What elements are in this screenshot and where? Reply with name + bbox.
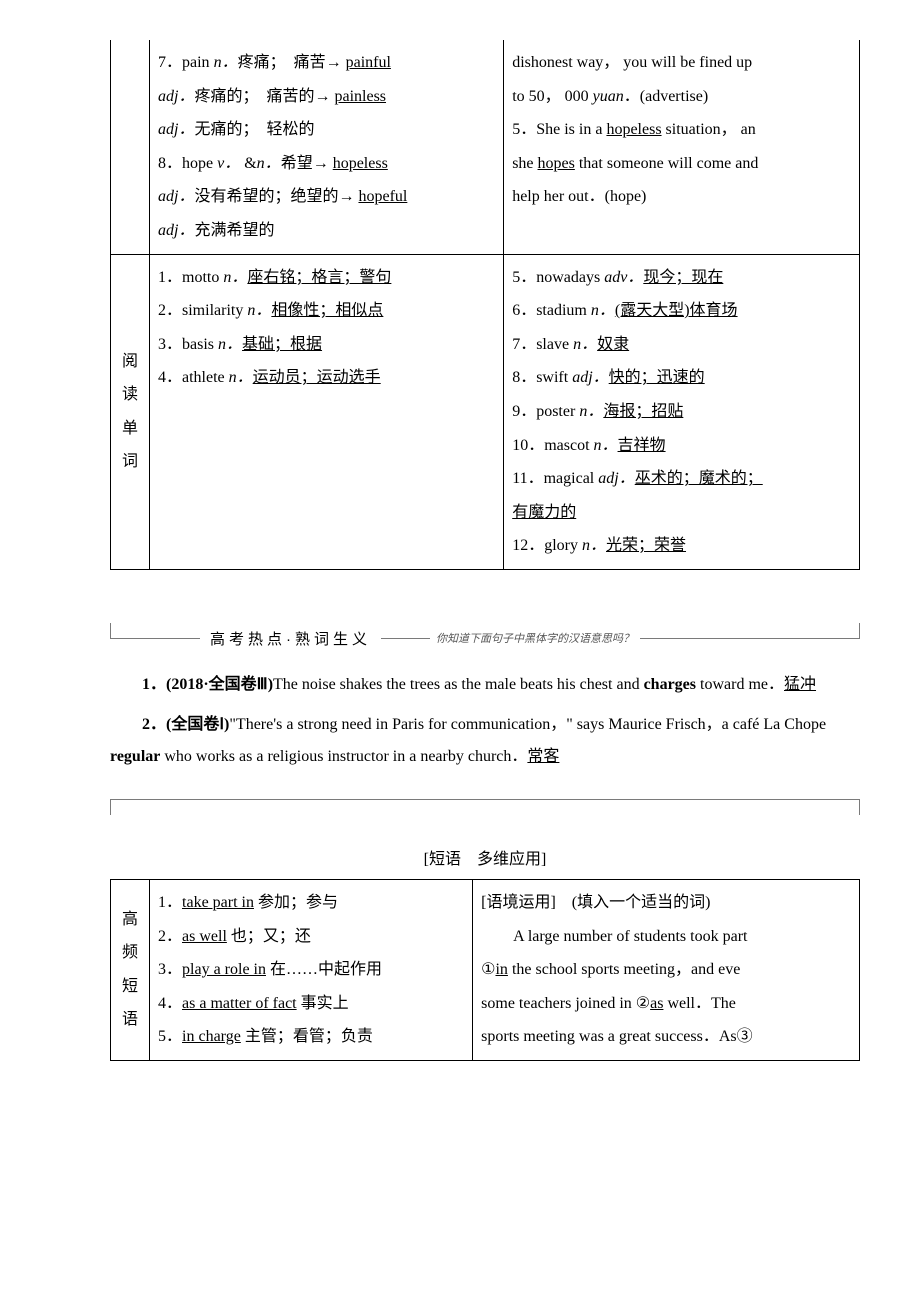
phrase-table: 高频短语 1．take part in 参加；参与2．as well 也；又；还… (110, 879, 860, 1061)
phrase-col2: [语境运用] (填入一个适当的词) A large number of stud… (473, 879, 860, 1060)
banner-title: 高考热点·熟词生义 (200, 628, 381, 649)
example-sentence-1: 1．(2018·全国卷Ⅲ)The noise shakes the trees … (110, 669, 860, 701)
row2-label-cell: 阅读单词 (111, 254, 150, 569)
section-title: [短语 多维应用] (110, 845, 860, 869)
phrase-col1: 1．take part in 参加；参与2．as well 也；又；还3．pla… (150, 879, 473, 1060)
row2-col2: 5．nowadays adv．现今；现在6．stadium n．(露天大型)体育… (504, 254, 860, 569)
section-end-line (110, 791, 860, 817)
vocab-table-top: 7．pain n．疼痛； 痛苦→ painfuladj．疼痛的； 痛苦的→ pa… (110, 40, 860, 570)
row1-col1: 7．pain n．疼痛； 痛苦→ painfuladj．疼痛的； 痛苦的→ pa… (150, 40, 504, 254)
row1-col2: dishonest way， you will be fined upto 50… (504, 40, 860, 254)
row1-label-cell (111, 40, 150, 254)
example-sentence-2: 2．(全国卷Ⅰ)"There's a strong need in Paris … (110, 709, 860, 773)
section-banner: 高考热点·熟词生义 你知道下面句子中黑体字的汉语意思吗？ (110, 615, 860, 649)
banner-subtitle: 你知道下面句子中黑体字的汉语意思吗？ (430, 630, 640, 646)
phrase-label-cell: 高频短语 (111, 879, 150, 1060)
row2-col1: 1．motto n．座右铭；格言；警句2．similarity n．相像性；相似… (150, 254, 504, 569)
